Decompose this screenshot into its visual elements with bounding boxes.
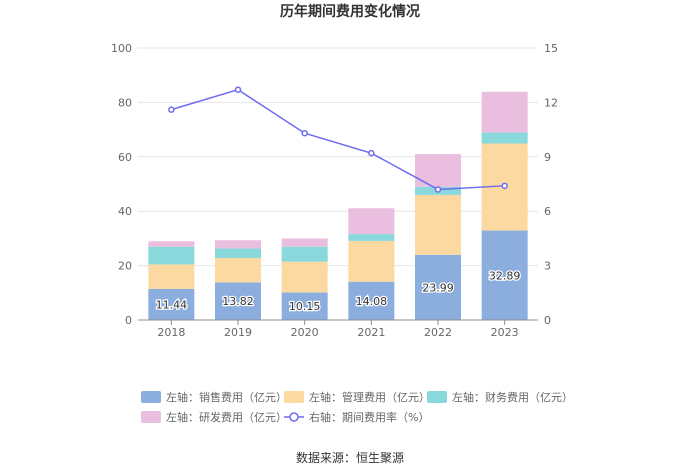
bar-segment [281, 261, 328, 293]
bar-data-label: 14.08 [356, 295, 388, 308]
left-axis-tick-label: 20 [118, 260, 132, 273]
legend-marker [289, 412, 299, 422]
legend-swatch [141, 411, 161, 423]
bar-segment [148, 246, 195, 265]
bar-segment [215, 248, 261, 258]
rate-point [368, 149, 375, 157]
x-tick-label: 2022 [424, 326, 452, 339]
bar-data-label: 32.89 [489, 269, 521, 282]
x-tick-label: 2019 [224, 326, 252, 339]
bar-segment [348, 234, 395, 241]
axis-layer: 0 0 20 3 40 6 60 9 80 12 100 15 2018 2019 2020 2021 2022… [111, 42, 558, 339]
left-axis-tick-label: 40 [118, 205, 132, 218]
bar-segment [281, 292, 328, 320]
bar-segment [348, 208, 395, 235]
right-axis-tick-label: 6 [544, 205, 551, 218]
bar-segment [148, 288, 195, 320]
legend-item[interactable]: 左轴：管理费用（亿元） [284, 390, 430, 404]
right-axis-tick-label: 0 [544, 314, 551, 327]
bar-segment [481, 91, 528, 133]
legend-label: 右轴：期间费用率（%） [309, 410, 429, 424]
legend-item[interactable]: 右轴：期间费用率（%） [284, 410, 429, 424]
bar-segment [348, 240, 395, 282]
right-axis-tick-label: 15 [544, 42, 558, 55]
left-axis-tick-label: 100 [111, 42, 132, 55]
grid-layer [138, 47, 538, 267]
legend[interactable]: 左轴：销售费用（亿元） 左轴：管理费用（亿元） 左轴：财务费用（亿元） 左轴：研发费用… [141, 390, 573, 424]
bar-segment [215, 282, 261, 320]
chart-title: 历年期间费用变化情况 [280, 3, 420, 20]
x-tick-label: 2018 [157, 326, 185, 339]
bar-segment [281, 246, 328, 262]
legend-item[interactable]: 左轴：销售费用（亿元） [141, 390, 287, 404]
left-axis-tick-label: 60 [118, 151, 132, 164]
right-axis-tick-label: 3 [544, 260, 551, 273]
right-axis-tick-label: 12 [544, 96, 558, 109]
bar-segment [415, 194, 461, 255]
bar-segment [148, 264, 195, 289]
rate-line [171, 88, 505, 191]
bar-segment [415, 254, 461, 320]
rate-point [168, 106, 175, 113]
bar-segment [481, 230, 528, 320]
legend-item[interactable]: 左轴：财务费用（亿元） [427, 390, 573, 404]
rate-point [301, 129, 308, 137]
bar-segment [148, 241, 195, 247]
legend-item[interactable]: 左轴：研发费用（亿元） [141, 410, 287, 424]
bar-segment [215, 240, 261, 249]
legend-label: 左轴：财务费用（亿元） [452, 390, 573, 404]
legend-label: 左轴：管理费用（亿元） [309, 390, 430, 404]
bar-segment [481, 132, 528, 144]
bar-segment [348, 281, 395, 320]
rate-point [501, 182, 508, 190]
legend-swatch [427, 391, 447, 403]
source-note: 数据来源：恒生聚源 [296, 450, 404, 465]
bar-data-label: 11.44 [156, 298, 188, 311]
rate-point [434, 186, 442, 193]
label-layer: 11.44 13.82 10.15 14.08 23.99 32.89 [154, 268, 521, 314]
bar-data-label: 10.15 [289, 300, 321, 313]
bar-layer [148, 91, 528, 320]
x-tick-label: 2023 [491, 326, 519, 339]
legend-swatch [284, 391, 304, 403]
bar-data-label: 23.99 [422, 281, 454, 294]
bar-data-label: 13.82 [222, 295, 254, 308]
left-axis-tick-label: 0 [125, 314, 132, 327]
x-tick-label: 2021 [357, 326, 385, 339]
left-axis-tick-label: 80 [118, 96, 132, 109]
legend-swatch [141, 391, 161, 403]
legend-label: 左轴：研发费用（亿元） [166, 410, 287, 424]
line-layer [168, 86, 508, 193]
right-axis-tick-label: 9 [544, 151, 551, 164]
x-tick-label: 2020 [291, 326, 319, 339]
rate-point [234, 86, 242, 93]
bar-segment [215, 257, 261, 283]
bar-segment [415, 154, 461, 187]
legend-label: 左轴：销售费用（亿元） [166, 390, 287, 404]
bar-segment [281, 238, 328, 247]
